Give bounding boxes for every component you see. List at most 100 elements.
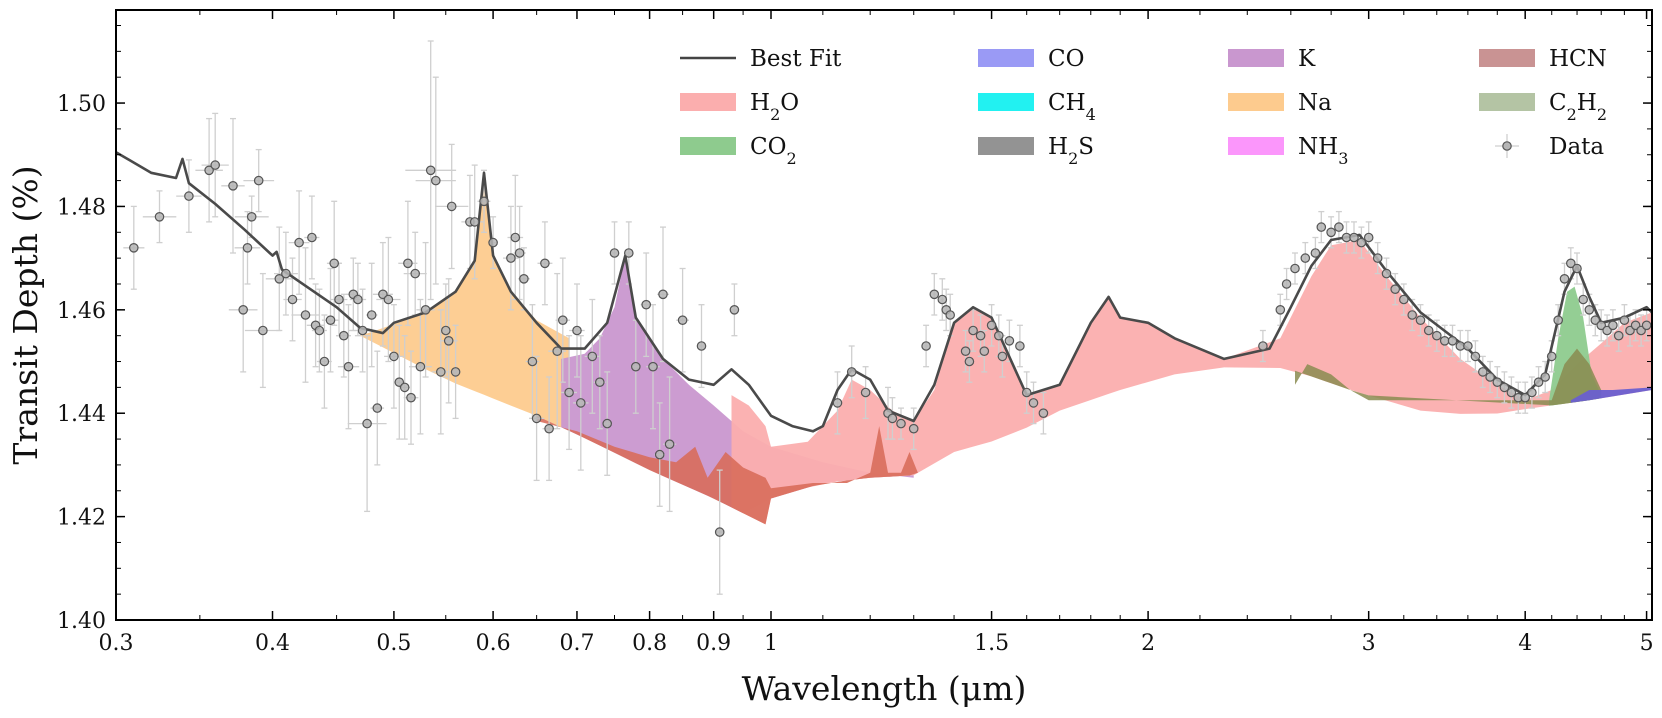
data-point bbox=[1533, 377, 1544, 387]
legend-swatch-c2h2 bbox=[1479, 93, 1535, 111]
legend-label-nh3: NH3 bbox=[1298, 134, 1348, 168]
x-tick-label: 3 bbox=[1362, 631, 1376, 656]
y-tick-label: 1.40 bbox=[57, 609, 106, 634]
legend-label-h2o: H2O bbox=[750, 90, 799, 124]
data-point bbox=[1407, 310, 1417, 320]
data-point bbox=[1546, 351, 1557, 362]
data-point bbox=[353, 294, 363, 305]
x-tick-label: 0.9 bbox=[696, 631, 731, 656]
data-point bbox=[1619, 315, 1630, 325]
data-point bbox=[1334, 222, 1344, 232]
legend-swatch-ch4 bbox=[978, 93, 1034, 111]
data-point bbox=[729, 304, 740, 315]
legend-label-na: Na bbox=[1298, 90, 1332, 116]
data-point bbox=[314, 325, 325, 336]
plot-frame bbox=[115, 9, 1653, 621]
data-point bbox=[1566, 258, 1576, 269]
data-point bbox=[1520, 392, 1530, 403]
data-point bbox=[1447, 335, 1458, 346]
legend-swatch-h2s bbox=[978, 137, 1034, 155]
data-point bbox=[648, 361, 658, 372]
data-point bbox=[594, 377, 605, 387]
data-point bbox=[334, 294, 344, 305]
data-point bbox=[641, 299, 651, 310]
data-point bbox=[357, 325, 368, 336]
data-point bbox=[258, 325, 268, 336]
data-point bbox=[338, 330, 349, 341]
data-point bbox=[587, 351, 598, 362]
data-point bbox=[540, 258, 550, 269]
legend-swatch-h2o bbox=[680, 93, 736, 111]
data-point bbox=[832, 398, 843, 408]
data-point bbox=[654, 449, 665, 460]
legend-label-k: K bbox=[1298, 46, 1316, 72]
y-tick-label: 1.44 bbox=[57, 402, 106, 427]
data-point bbox=[527, 356, 538, 367]
data-point bbox=[677, 315, 688, 325]
data-point bbox=[937, 294, 948, 305]
legend-swatch-k bbox=[1228, 49, 1284, 67]
molecule-contribution-areas bbox=[360, 172, 1652, 525]
data-point bbox=[366, 310, 377, 320]
data-point bbox=[714, 527, 725, 537]
data-point bbox=[1316, 222, 1327, 232]
data-point bbox=[968, 325, 978, 336]
data-point bbox=[908, 423, 919, 434]
data-point bbox=[1540, 372, 1550, 382]
data-point bbox=[1415, 315, 1426, 325]
data-point bbox=[658, 289, 668, 300]
data-point bbox=[274, 273, 285, 284]
data-point bbox=[664, 439, 675, 449]
data-point bbox=[979, 346, 990, 356]
data-point bbox=[1559, 273, 1570, 284]
data-point bbox=[519, 273, 529, 284]
area-na bbox=[360, 172, 570, 431]
data-point bbox=[430, 175, 441, 186]
data-point bbox=[986, 320, 997, 331]
data-point bbox=[425, 165, 436, 176]
data-point bbox=[443, 335, 454, 346]
y-tick-label: 1.48 bbox=[57, 195, 106, 220]
data-point bbox=[1478, 367, 1488, 377]
data-point bbox=[281, 268, 291, 279]
legend-swatch-hcn bbox=[1479, 49, 1535, 67]
data-point bbox=[1608, 320, 1618, 331]
data-point bbox=[696, 341, 707, 351]
data-point bbox=[531, 413, 542, 424]
data-point bbox=[846, 367, 857, 377]
x-tick-label: 4 bbox=[1518, 631, 1532, 656]
x-tick-label: 0.7 bbox=[559, 631, 594, 656]
legend-label-hcn: HCN bbox=[1549, 46, 1607, 72]
data-point bbox=[506, 253, 516, 263]
data-point bbox=[1553, 315, 1563, 325]
data-point bbox=[228, 181, 238, 191]
legend-label-co2: CO2 bbox=[750, 134, 797, 168]
y-axis-title: Transit Depth (%) bbox=[6, 165, 45, 464]
legend-label-ch4: CH4 bbox=[1048, 90, 1096, 124]
data-point bbox=[238, 304, 248, 315]
data-point bbox=[510, 232, 521, 243]
data-point bbox=[1590, 315, 1601, 325]
data-point bbox=[154, 212, 165, 222]
data-point bbox=[929, 289, 940, 300]
data-point bbox=[945, 310, 955, 320]
area-c2h2 bbox=[1295, 348, 1602, 406]
data-point bbox=[896, 418, 906, 429]
data-point bbox=[1326, 227, 1336, 238]
data-point bbox=[1038, 408, 1049, 418]
data-point bbox=[1381, 268, 1392, 279]
data-point bbox=[1641, 320, 1652, 331]
legend-swatch-co2 bbox=[680, 137, 736, 155]
data-point bbox=[564, 387, 574, 398]
data-point bbox=[440, 325, 451, 336]
data-point bbox=[630, 361, 641, 372]
data-point bbox=[1423, 325, 1434, 336]
x-tick-label: 5 bbox=[1640, 631, 1654, 656]
data-point bbox=[514, 248, 525, 258]
area-hcn bbox=[536, 415, 918, 525]
data-point bbox=[435, 367, 446, 377]
legend-label-c2h2: C2H2 bbox=[1549, 90, 1607, 124]
data-point bbox=[1572, 263, 1582, 274]
data-point bbox=[362, 418, 372, 429]
data-point bbox=[921, 341, 931, 351]
